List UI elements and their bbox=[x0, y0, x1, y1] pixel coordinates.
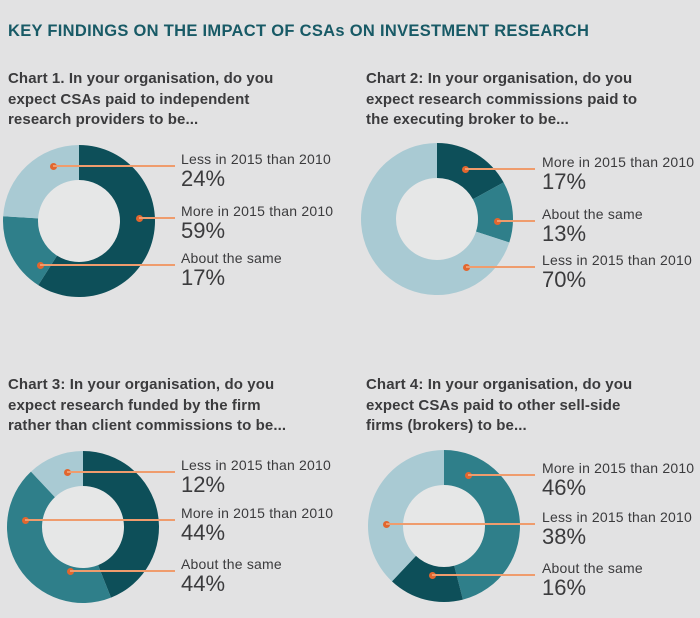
callout-label: Less in 2015 than 2010 bbox=[542, 252, 692, 268]
callout-leader-line bbox=[139, 217, 175, 219]
donut-chart-1 bbox=[2, 145, 156, 297]
callout-value: 59% bbox=[181, 218, 226, 243]
callout-label: Less in 2015 than 2010 bbox=[181, 151, 331, 167]
callout-value: 12% bbox=[181, 472, 226, 497]
callout-leader-line bbox=[53, 165, 175, 167]
chart-4-title: Chart 4: In your organisation, do you ex… bbox=[366, 375, 632, 437]
donut-hole bbox=[403, 485, 485, 567]
callout-label: About the same bbox=[542, 206, 643, 222]
callout-leader-line bbox=[70, 570, 175, 572]
callout-label: More in 2015 than 2010 bbox=[542, 460, 695, 476]
chart-2-title-line-1: Chart 2: In your organisation, do you bbox=[366, 70, 633, 87]
donut-hole bbox=[42, 486, 124, 568]
donut-slice bbox=[437, 143, 504, 200]
donut-slice bbox=[3, 145, 79, 219]
callout-value: 38% bbox=[542, 524, 587, 549]
callout-label: About the same bbox=[181, 250, 282, 266]
chart-1-title-line-3: research providers to be... bbox=[8, 111, 199, 128]
callout-value: 17% bbox=[181, 265, 226, 290]
donut-chart-2 bbox=[361, 143, 513, 295]
callout-leader-line bbox=[386, 523, 535, 525]
callout-value: 46% bbox=[542, 475, 587, 500]
donut-hole bbox=[396, 178, 478, 260]
chart-3-title: Chart 3: In your organisation, do you ex… bbox=[8, 375, 286, 437]
callout-leader-line bbox=[497, 220, 535, 222]
callout-label: Less in 2015 than 2010 bbox=[542, 509, 692, 525]
donut-slice bbox=[472, 182, 513, 243]
callout-value: 24% bbox=[181, 166, 226, 191]
chart-2-title: Chart 2: In your organisation, do you ex… bbox=[366, 69, 637, 131]
chart-3-title-line-2: expect research funded by the firm bbox=[8, 396, 261, 414]
chart-2-title-line-2: expect research commissions paid to bbox=[366, 90, 638, 108]
callout-label: About the same bbox=[181, 556, 282, 572]
chart-2-title-line-3: the executing broker to be... bbox=[366, 111, 569, 128]
chart-1-title-line-1: Chart 1. In your organisation, do you bbox=[8, 70, 274, 87]
chart-4-title-line-2: expect CSAs paid to other sell-side bbox=[366, 396, 621, 414]
callout-leader-line bbox=[432, 574, 535, 576]
callout-label: About the same bbox=[542, 560, 643, 576]
callout-leader-line bbox=[465, 168, 535, 170]
callout-label: More in 2015 than 2010 bbox=[181, 505, 334, 521]
callout-value: 44% bbox=[181, 571, 226, 596]
callout-leader-line bbox=[466, 266, 535, 268]
callout-label: More in 2015 than 2010 bbox=[181, 203, 334, 219]
chart-4-title-line-1: Chart 4: In your organisation, do you bbox=[366, 376, 633, 393]
callout-label: Less in 2015 than 2010 bbox=[181, 457, 331, 473]
callout-leader-line bbox=[40, 264, 175, 266]
callout-leader-line bbox=[25, 519, 175, 521]
chart-1-title-line-2: expect CSAs paid to independent bbox=[8, 90, 250, 108]
donut-slice bbox=[368, 450, 444, 582]
callout-label: More in 2015 than 2010 bbox=[542, 154, 695, 170]
donut-slice bbox=[30, 451, 84, 498]
chart-4-title-line-3: firms (brokers) to be... bbox=[366, 417, 527, 434]
donut-slice bbox=[391, 555, 463, 602]
donut-slice bbox=[444, 450, 520, 600]
donut-slice bbox=[83, 451, 159, 598]
donut-slice bbox=[38, 145, 156, 297]
chart-3-title-line-3: rather than client commissions to be... bbox=[8, 417, 287, 434]
callout-value: 70% bbox=[542, 267, 587, 292]
callout-value: 44% bbox=[181, 520, 226, 545]
callout-value: 17% bbox=[542, 169, 587, 194]
donut-chart-4 bbox=[368, 450, 520, 602]
callout-value: 16% bbox=[542, 575, 587, 600]
callout-leader-line bbox=[67, 471, 175, 473]
donut-slice bbox=[2, 216, 58, 286]
donut-hole bbox=[38, 180, 120, 262]
callout-leader-line bbox=[468, 474, 535, 476]
page-title: KEY FINDINGS ON THE IMPACT OF CSAs ON IN… bbox=[8, 22, 590, 40]
donut-slice bbox=[361, 143, 510, 295]
callout-value: 13% bbox=[542, 221, 587, 246]
chart-3-title-line-1: Chart 3: In your organisation, do you bbox=[8, 376, 275, 393]
chart-1-title: Chart 1. In your organisation, do you ex… bbox=[8, 69, 273, 131]
